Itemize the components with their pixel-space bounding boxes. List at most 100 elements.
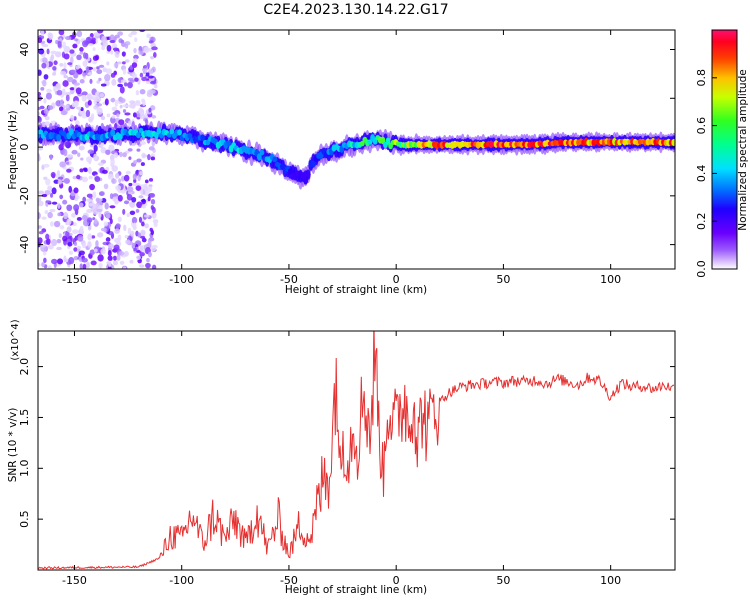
noise-speckle	[46, 238, 51, 245]
noise-speckle	[133, 247, 137, 252]
noise-speckle	[65, 36, 72, 41]
noise-speckle	[82, 40, 89, 48]
ridge-cell	[156, 127, 162, 135]
noise-speckle	[120, 79, 127, 84]
noise-speckle	[49, 221, 54, 227]
noise-speckle	[66, 154, 74, 158]
noise-speckle	[101, 198, 107, 203]
noise-speckle	[40, 30, 45, 37]
noise-speckle	[67, 76, 74, 83]
noise-speckle	[51, 187, 57, 195]
noise-speckle	[119, 260, 125, 265]
noise-speckle	[130, 31, 138, 36]
noise-speckle	[82, 196, 87, 203]
snr-y-ticks: 0.5 1.0 1.5 2.0	[18, 358, 675, 528]
noise-speckle	[101, 35, 107, 44]
colorbar-label: Normalized spectral amplitude	[737, 69, 749, 230]
spectrogram-x-ticks: -150 -100 -50 0 50 100	[62, 30, 621, 286]
y-tick-label: -40	[18, 236, 31, 254]
noise-speckle	[63, 255, 67, 263]
noise-speckle	[141, 198, 147, 205]
spectrogram-x-label: Height of straight line (km)	[285, 284, 427, 296]
noise-speckle	[56, 170, 61, 176]
noise-speckle	[93, 105, 99, 110]
noise-speckle	[132, 112, 137, 118]
ridge-cell	[287, 168, 293, 174]
noise-speckle	[149, 192, 156, 198]
noise-speckle	[62, 235, 68, 242]
noise-speckle	[147, 240, 152, 247]
noise-speckle	[127, 227, 132, 235]
noise-speckle	[123, 200, 130, 205]
noise-speckle	[67, 62, 73, 66]
noise-speckle	[115, 172, 120, 179]
noise-speckle	[106, 61, 110, 66]
noise-speckle	[97, 254, 104, 262]
noise-speckle	[69, 49, 75, 54]
noise-speckle	[147, 75, 154, 79]
noise-speckle	[58, 106, 64, 112]
noise-speckle	[82, 263, 87, 269]
noise-speckle	[94, 218, 98, 225]
noise-speckle	[81, 214, 88, 221]
noise-speckle	[66, 218, 72, 226]
noise-speckle	[105, 237, 111, 242]
x-tick-label: 50	[496, 273, 510, 286]
noise-speckle	[122, 68, 127, 75]
noise-speckle	[119, 86, 125, 94]
noise-speckle	[91, 37, 96, 42]
noise-speckle	[138, 107, 143, 114]
noise-speckle	[86, 93, 93, 101]
noise-speckle	[49, 192, 54, 198]
y-tick-label: 40	[18, 43, 31, 57]
noise-speckle	[143, 46, 150, 54]
noise-speckle	[49, 208, 56, 213]
noise-speckle	[131, 196, 137, 203]
x-tick-label: 100	[600, 574, 621, 587]
noise-speckle	[125, 170, 131, 175]
noise-speckle	[124, 112, 131, 116]
noise-speckle	[86, 198, 93, 202]
noise-speckle	[124, 235, 129, 239]
noise-speckle	[76, 30, 83, 38]
noise-speckle	[96, 107, 103, 115]
noise-speckle	[71, 212, 76, 218]
noise-speckle	[144, 119, 149, 125]
noise-speckle	[135, 89, 140, 96]
noise-speckle	[76, 217, 82, 221]
noise-speckle	[62, 199, 68, 205]
noise-speckle	[99, 93, 105, 98]
noise-speckle	[56, 258, 64, 265]
noise-speckle	[117, 194, 123, 202]
noise-speckle	[78, 145, 85, 151]
noise-speckle	[117, 83, 124, 88]
noise-speckle	[114, 50, 120, 58]
noise-speckle	[92, 47, 96, 51]
noise-speckle	[127, 148, 133, 152]
x-tick-label: -50	[280, 574, 298, 587]
noise-speckle	[100, 227, 107, 232]
noise-speckle	[63, 177, 71, 184]
noise-speckle	[129, 100, 136, 104]
noise-speckle	[104, 73, 111, 82]
noise-speckle	[87, 233, 92, 241]
noise-speckle	[98, 77, 102, 82]
noise-speckle	[103, 221, 109, 227]
noise-speckle	[40, 87, 45, 91]
noise-speckle	[68, 185, 73, 193]
noise-speckle	[48, 32, 54, 40]
x-tick-label: -100	[169, 574, 194, 587]
noise-speckle	[96, 208, 103, 213]
noise-speckle	[108, 261, 112, 267]
noise-speckle	[46, 88, 52, 93]
noise-speckle	[98, 262, 103, 269]
noise-speckle	[82, 72, 87, 77]
noise-speckle	[41, 216, 47, 220]
noise-speckle	[43, 74, 49, 80]
noise-speckle	[73, 256, 79, 261]
noise-speckle	[108, 144, 115, 152]
noise-speckle	[96, 69, 103, 75]
colorbar-gradient	[711, 29, 738, 270]
noise-speckle	[109, 218, 113, 225]
